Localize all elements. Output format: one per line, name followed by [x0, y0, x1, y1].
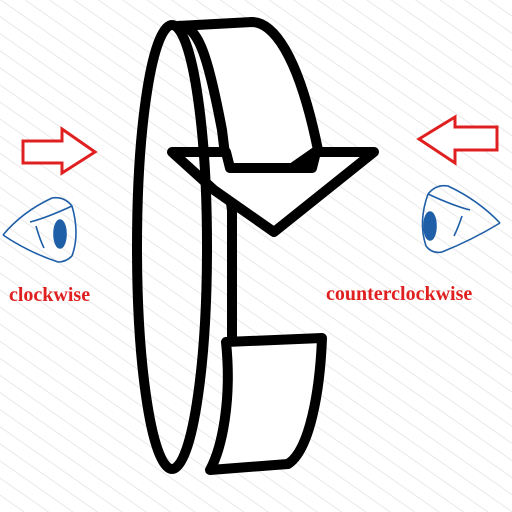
arrow-right-outline-icon [21, 126, 98, 176]
ring-band-bottom [205, 333, 327, 475]
counterclockwise-label: counterclockwise [326, 283, 473, 305]
arrow-left-outline-icon [416, 114, 499, 166]
eye-facing-right-icon [2, 196, 77, 263]
ring-front-rim [132, 20, 212, 474]
rotation-arrow-head [167, 147, 379, 237]
eye-facing-left-icon [421, 184, 501, 254]
clockwise-label: clockwise [9, 284, 91, 306]
rotation-ring-icon [132, 17, 379, 475]
